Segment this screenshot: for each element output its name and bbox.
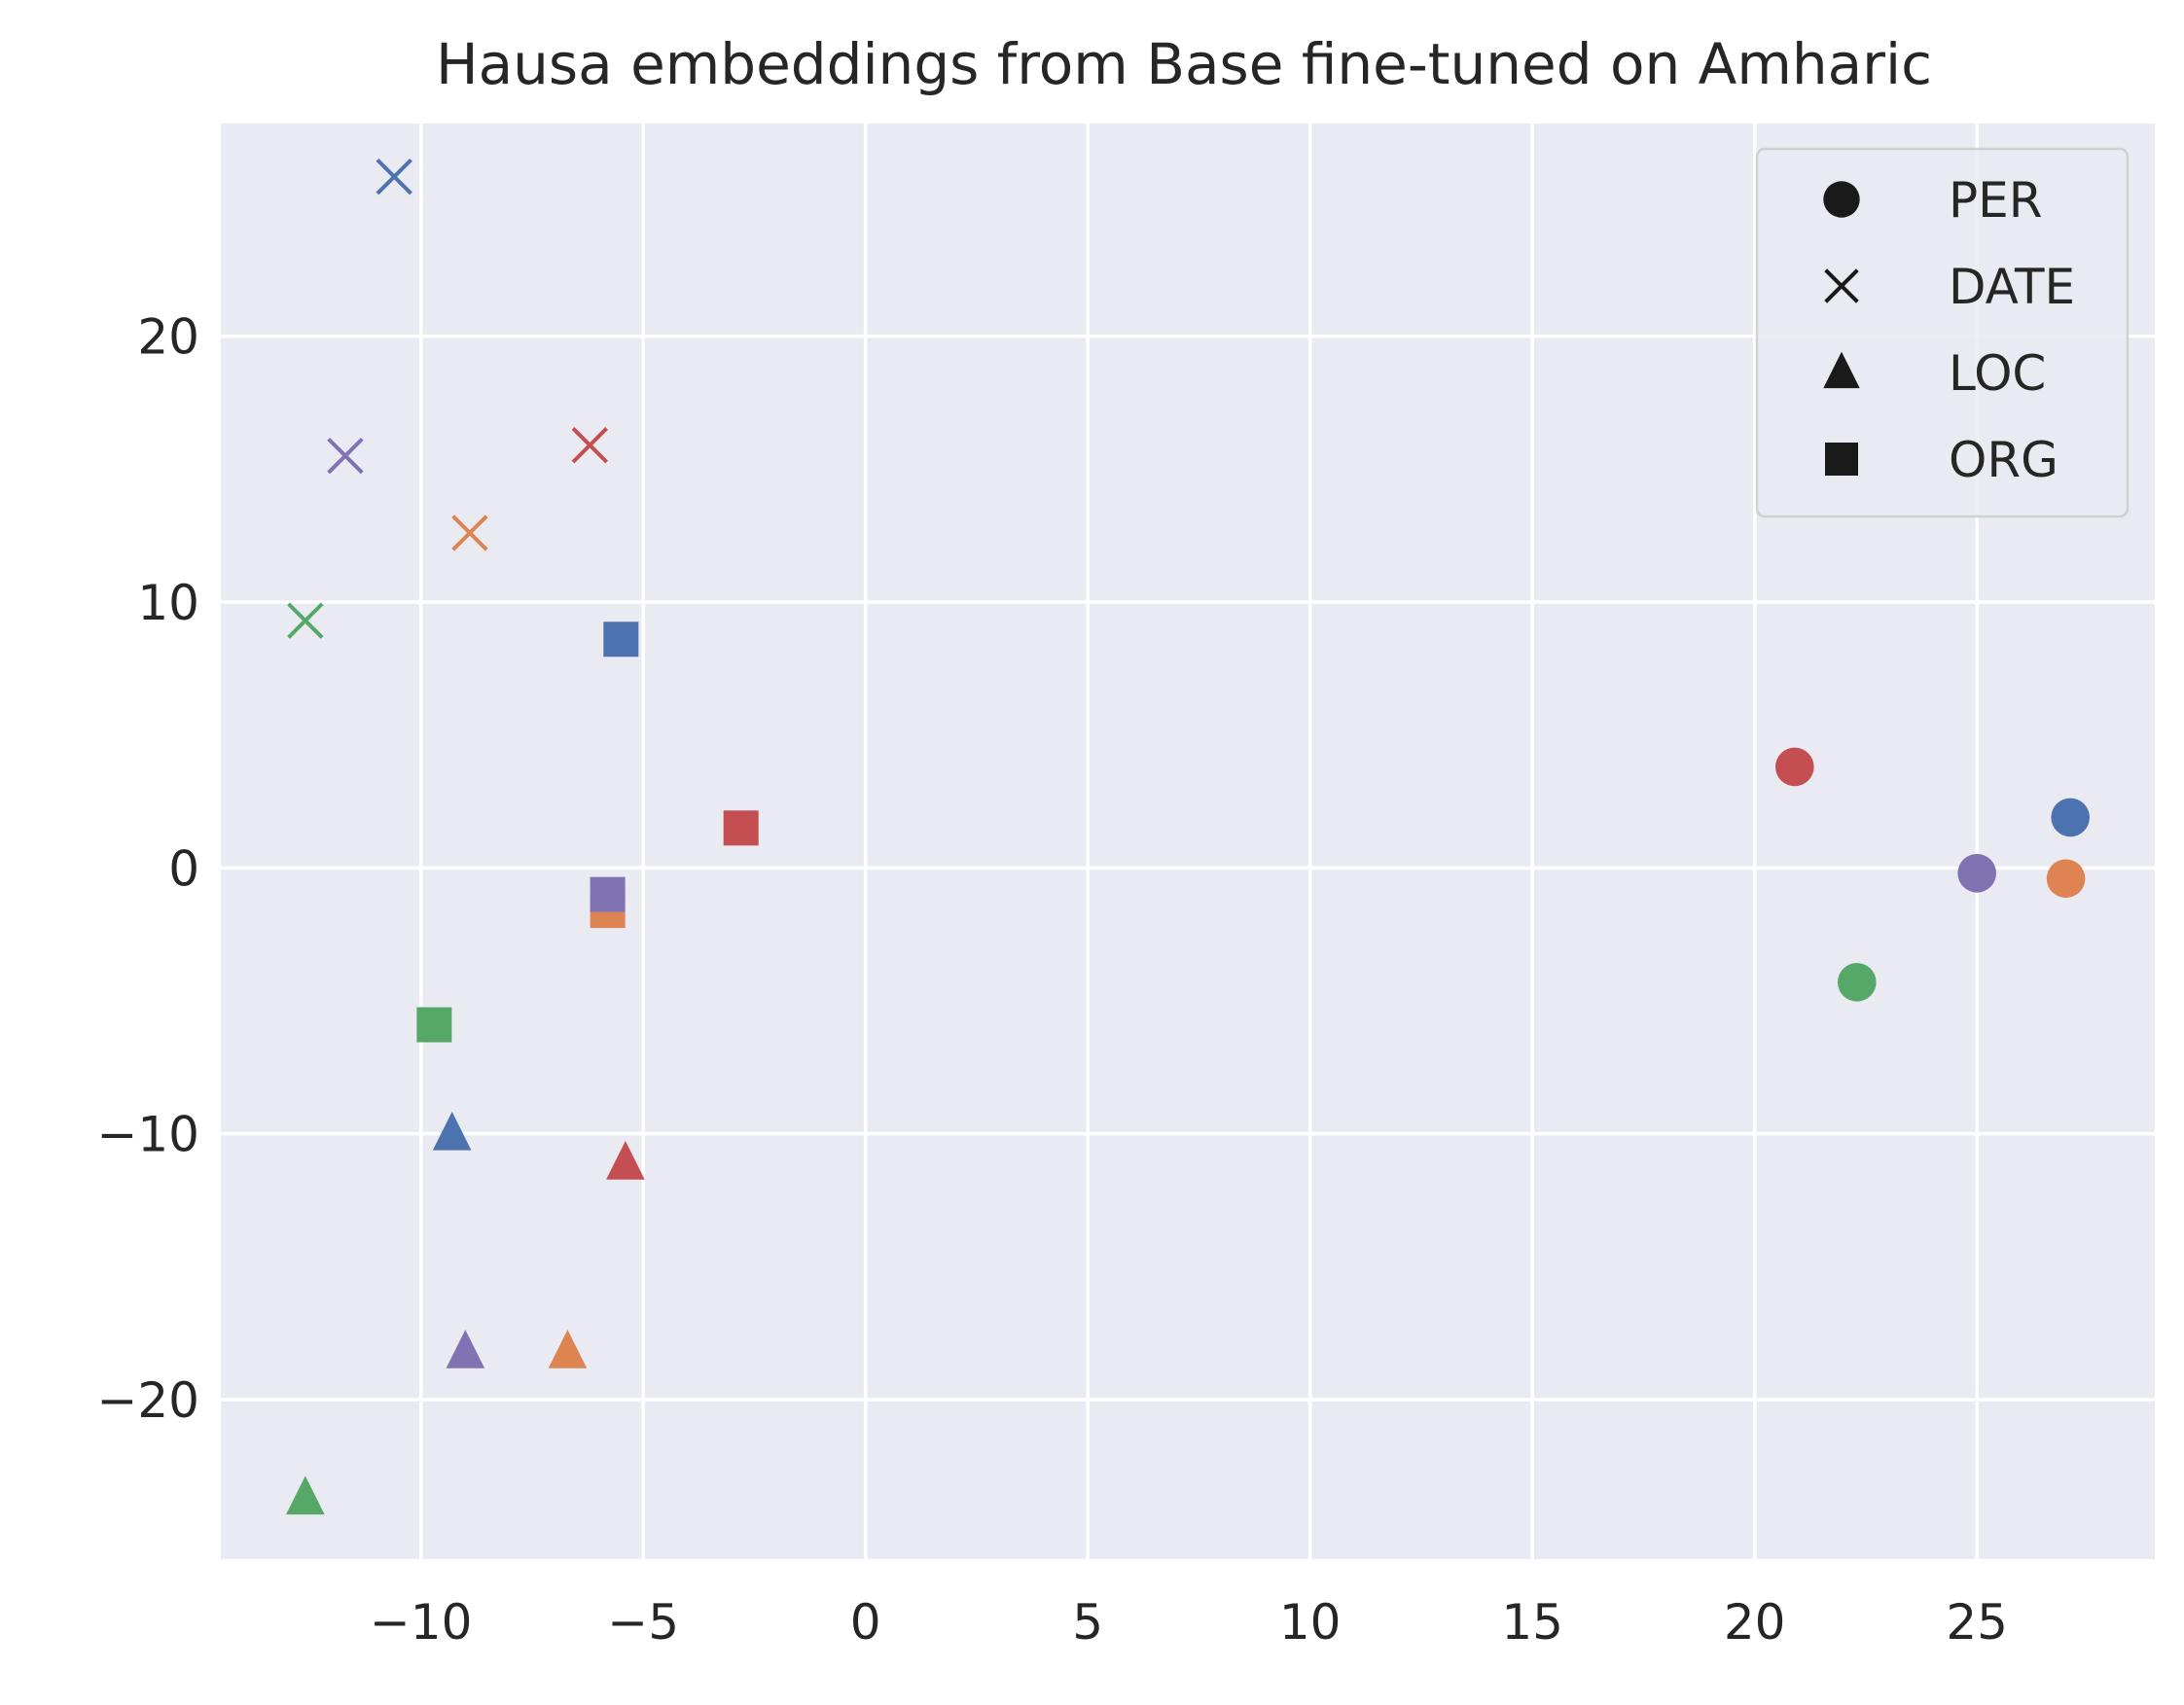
data-point-triangle	[446, 1330, 485, 1368]
y-tick-label: 0	[168, 840, 199, 897]
data-points	[286, 158, 2090, 1515]
legend-label: PER	[1949, 172, 2042, 229]
x-tick-label: −5	[607, 1594, 679, 1651]
data-point-square	[723, 810, 759, 846]
x-tick-label: 0	[850, 1594, 881, 1651]
data-point-triangle	[432, 1111, 472, 1151]
y-tick-label: 20	[137, 309, 199, 366]
data-point-square	[603, 622, 639, 657]
data-point-x	[376, 158, 412, 195]
legend-label: DATE	[1949, 259, 2075, 315]
data-point-triangle	[606, 1141, 645, 1180]
data-point-circle	[1957, 854, 1996, 893]
x-tick-label: 25	[1946, 1594, 2008, 1651]
data-point-circle	[1775, 747, 1814, 787]
data-point-x	[571, 427, 609, 464]
data-point-circle	[1838, 963, 1877, 1002]
legend-box	[1755, 147, 2130, 518]
legend-marker-x	[1824, 268, 1859, 303]
y-tick-label: −20	[96, 1372, 199, 1429]
data-point-circle	[2051, 798, 2090, 837]
data-point-square	[416, 1007, 452, 1043]
data-point-triangle	[548, 1330, 588, 1368]
data-point-x	[287, 602, 324, 639]
x-tick-label: 15	[1501, 1594, 1563, 1651]
chart-title: Hausa embeddings from Base fine-tuned on…	[436, 31, 1932, 97]
y-tick-label: −10	[96, 1107, 199, 1163]
legend-entry-per: PER	[1823, 172, 2042, 229]
data-point-triangle	[286, 1475, 325, 1515]
data-point-x	[327, 437, 364, 475]
x-tick-label: 5	[1072, 1594, 1103, 1651]
x-axis-ticks: −10 −5 0 5 10 15 20 25	[370, 1594, 2008, 1651]
x-tick-label: −10	[370, 1594, 473, 1651]
y-axis-ticks: −20 −10 0 10 20	[96, 309, 199, 1429]
data-point-x	[451, 515, 488, 551]
legend-entry-date: DATE	[1824, 259, 2075, 315]
legend-marker-circle	[1823, 181, 1860, 218]
x-tick-label: 20	[1724, 1594, 1786, 1651]
legend-entry-loc: LOC	[1823, 345, 2046, 402]
legend-label: LOC	[1949, 345, 2046, 402]
y-tick-label: 10	[137, 575, 199, 631]
legend-label: ORG	[1949, 432, 2059, 488]
legend: PER DATE LOC ORG	[1755, 147, 2130, 518]
legend-marker-square	[1825, 443, 1858, 476]
data-point-circle	[2046, 859, 2086, 899]
legend-marker-triangle	[1823, 351, 1860, 389]
legend-entry-org: ORG	[1825, 432, 2059, 488]
x-tick-label: 10	[1279, 1594, 1342, 1651]
data-point-square	[590, 876, 626, 912]
